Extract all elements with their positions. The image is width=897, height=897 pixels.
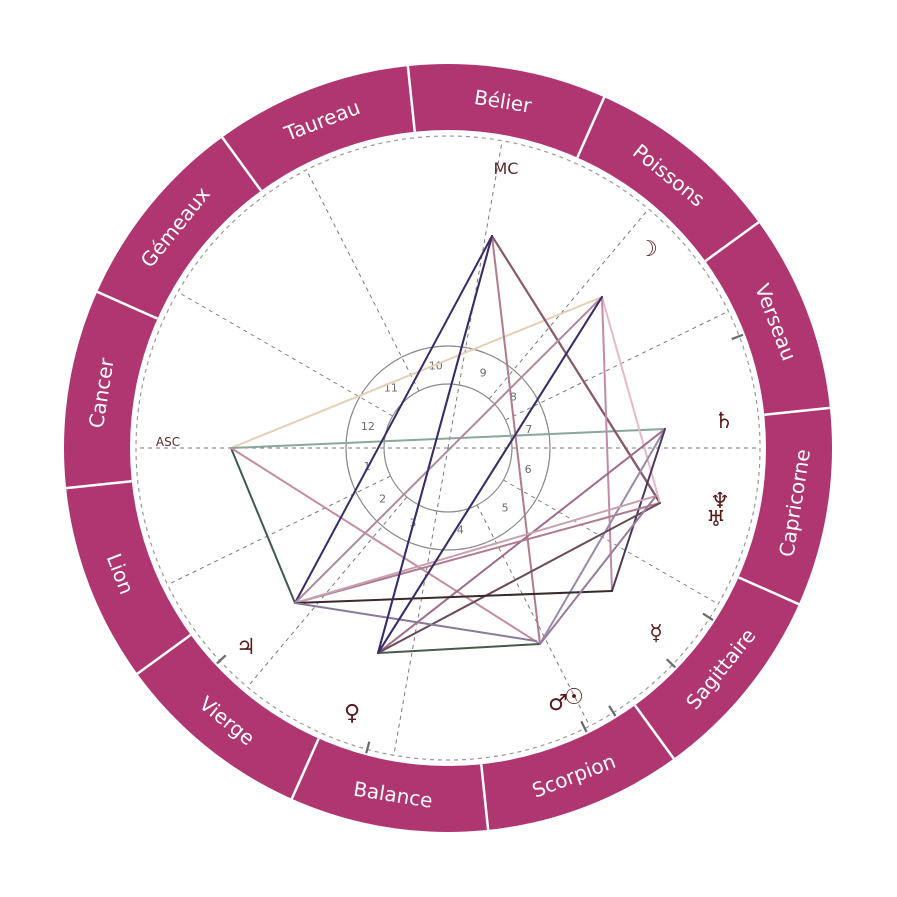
zodiac-divider <box>704 221 760 263</box>
aspect-line <box>491 235 541 645</box>
house-cusp-line <box>247 496 408 688</box>
house-cusp-line <box>305 169 420 392</box>
venus-icon: ♀ <box>344 701 360 726</box>
sun-icon: ☉ <box>564 685 584 710</box>
aspect-line <box>294 495 657 604</box>
uranus-icon: ♅ <box>706 507 726 532</box>
aspect-line <box>230 447 296 604</box>
aspect-line <box>230 296 603 449</box>
aspect-line <box>294 502 661 604</box>
zodiac-divider <box>633 704 675 760</box>
aspect-line <box>611 428 666 592</box>
planet-tick <box>608 705 617 717</box>
house-ring-inner <box>383 383 513 513</box>
zodiac-divider <box>737 576 800 606</box>
house-number: 9 <box>480 366 487 379</box>
house-cusp-line <box>488 208 649 400</box>
zodiac-divider <box>764 406 831 417</box>
planet-tick <box>665 658 677 669</box>
house-number: 7 <box>525 423 532 436</box>
zodiac-divider <box>96 290 159 320</box>
aspect-line <box>377 643 541 654</box>
house-ring-outer <box>345 345 551 551</box>
house-cusp-line <box>505 310 729 421</box>
zodiac-divider <box>221 136 263 192</box>
aspect-line <box>230 447 541 645</box>
ecliptic-dashed-circle <box>135 135 761 761</box>
aspect-line <box>377 502 661 654</box>
jupiter-icon: ♃ <box>236 635 256 660</box>
neptune-icon: ♆ <box>710 489 730 514</box>
aspect-line <box>294 296 603 604</box>
aspect-line <box>294 235 493 604</box>
aspect-line <box>230 428 666 449</box>
aspect-line <box>377 235 493 654</box>
mc-label: MC <box>494 159 519 178</box>
aspect-line <box>377 296 603 654</box>
aspect-line <box>539 428 666 645</box>
aspect-line <box>294 602 537 642</box>
house-cusp-line <box>177 291 393 417</box>
aspect-lines <box>230 235 666 654</box>
aspect-line <box>539 495 657 645</box>
zodiac-divider <box>290 737 320 800</box>
house-number: 8 <box>510 390 517 403</box>
house-number: 12 <box>361 420 375 433</box>
house-number: 5 <box>502 502 509 515</box>
aspect-line <box>601 296 613 592</box>
zodiac-divider <box>479 764 490 831</box>
planet-ticks <box>216 333 744 754</box>
planet-tick <box>580 720 588 733</box>
planet-tick <box>216 654 227 665</box>
aspect-line <box>294 590 613 604</box>
house-cusp-line <box>393 447 449 756</box>
house-cusp-line <box>476 504 591 727</box>
asc-label: ASC <box>156 435 180 449</box>
zodiac-divider <box>65 479 132 490</box>
zodiac-divider <box>136 633 192 675</box>
house-number: 6 <box>525 463 532 476</box>
planet-tick <box>702 612 714 622</box>
moon-icon: ☽ <box>638 237 658 262</box>
mars-icon: ♂ <box>548 691 568 716</box>
aspect-line <box>491 235 657 497</box>
aspect-line <box>601 296 661 504</box>
zodiac-divider <box>406 65 417 132</box>
saturn-icon: ♄ <box>714 409 734 434</box>
zodiac-divider <box>576 96 606 159</box>
mercury-icon: ☿ <box>649 621 663 646</box>
house-number: 2 <box>379 493 386 506</box>
planet-tick <box>365 741 371 754</box>
planet-tick <box>731 333 744 341</box>
zodiac-dividers <box>65 65 831 831</box>
house-number: 4 <box>457 524 464 537</box>
